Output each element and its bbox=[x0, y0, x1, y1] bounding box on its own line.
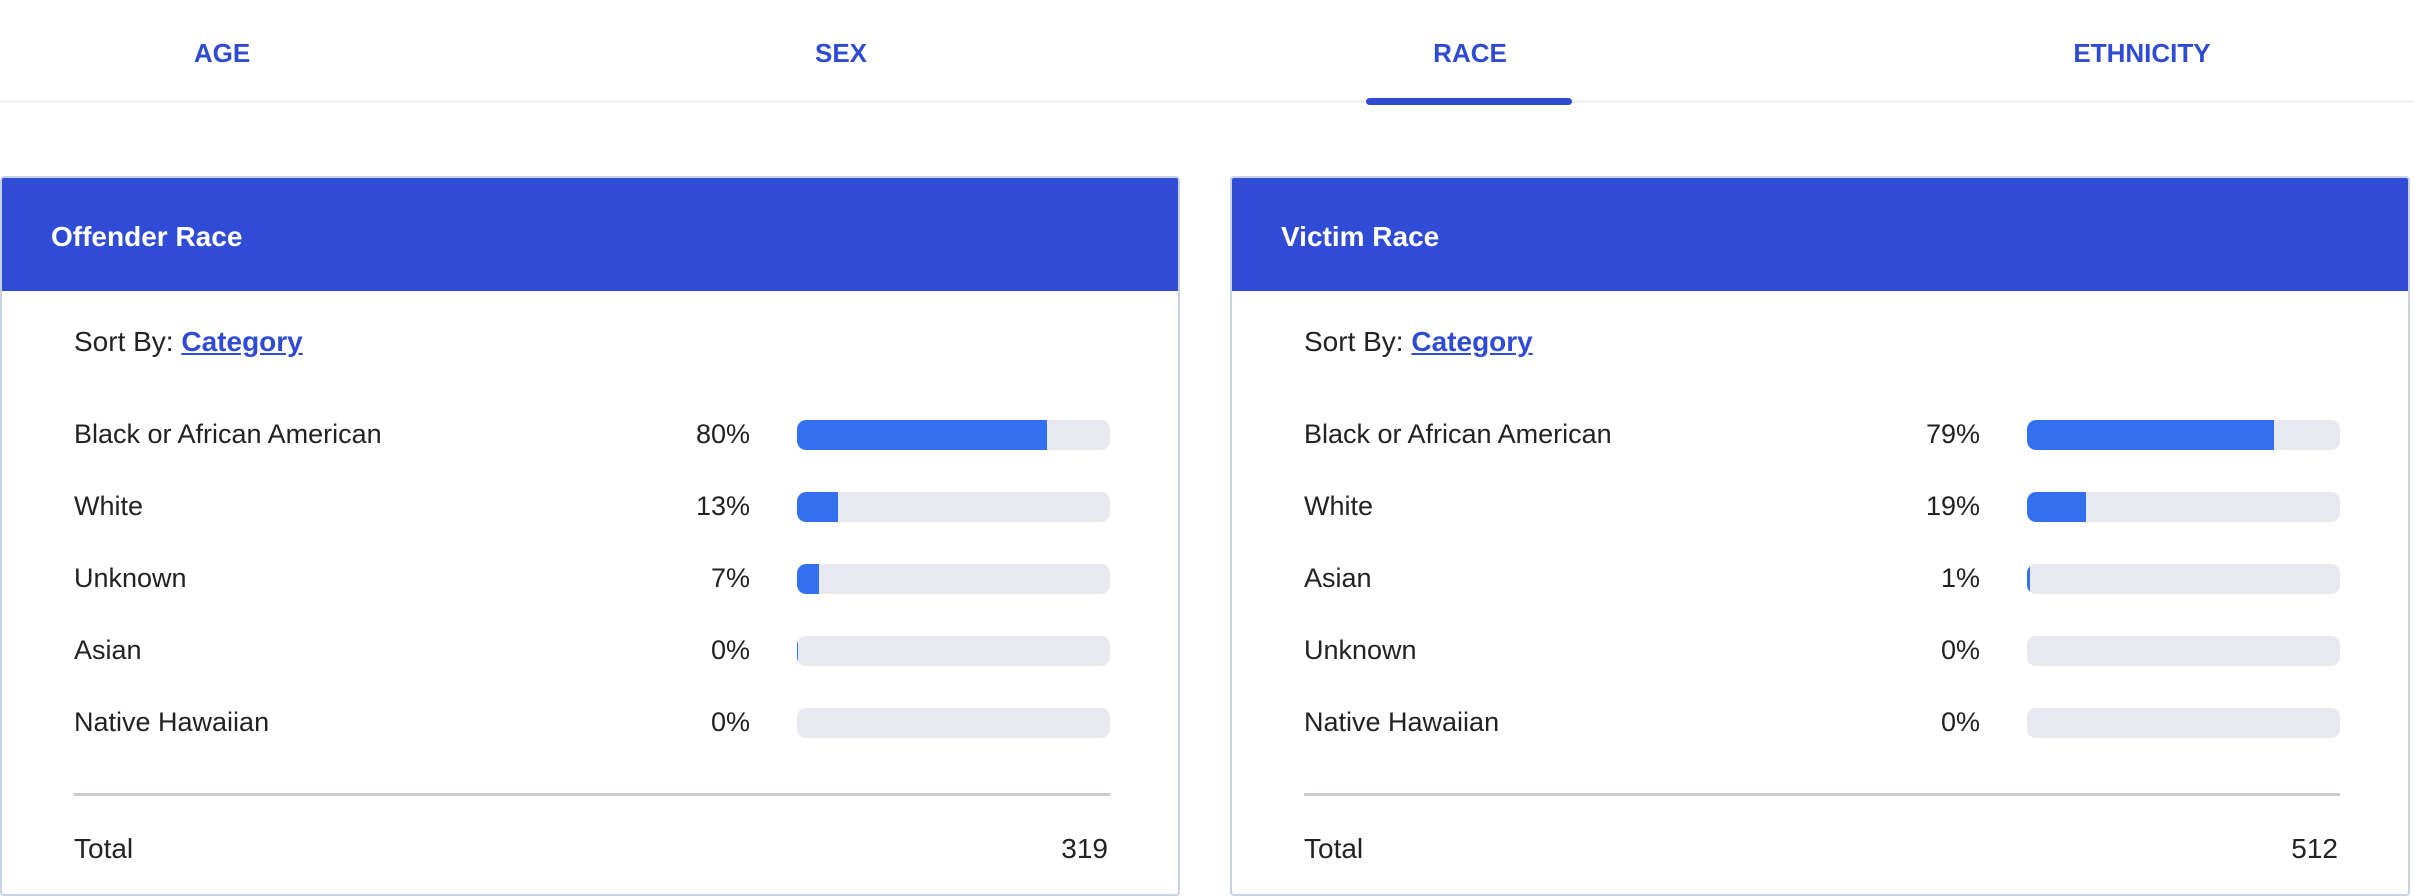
race-percent: 0% bbox=[1940, 635, 1980, 665]
race-percent: 13% bbox=[695, 491, 750, 521]
sort-by-category-link[interactable]: Category bbox=[1411, 326, 1533, 357]
sort-by: Sort By: Category bbox=[74, 326, 303, 358]
list-item: Unknown 0% bbox=[1304, 631, 2340, 671]
race-percent: 19% bbox=[1925, 491, 1980, 521]
list-item: Black or African American 79% bbox=[1304, 415, 2340, 455]
race-label: Unknown bbox=[74, 563, 187, 593]
progress-fill bbox=[2027, 492, 2087, 522]
sort-by-label: Sort By: bbox=[1304, 326, 1404, 357]
race-label: Native Hawaiian bbox=[1304, 707, 1500, 737]
list-item: White 19% bbox=[1304, 487, 2340, 527]
list-item: Native Hawaiian 0% bbox=[1304, 703, 2340, 743]
progress-bar bbox=[2027, 708, 2340, 738]
progress-fill bbox=[797, 492, 838, 522]
sort-by: Sort By: Category bbox=[1304, 326, 1533, 358]
sort-by-label: Sort By: bbox=[74, 326, 174, 357]
card-title: Offender Race bbox=[2, 178, 1178, 291]
progress-fill bbox=[797, 420, 1048, 450]
sort-by-category-link[interactable]: Category bbox=[181, 326, 303, 357]
progress-bar bbox=[2027, 636, 2340, 666]
tab-age[interactable]: AGE bbox=[193, 38, 251, 68]
progress-bar bbox=[797, 564, 1110, 594]
tab-race[interactable]: RACE bbox=[1433, 38, 1507, 68]
list-item: White 13% bbox=[74, 487, 1110, 527]
race-percent: 0% bbox=[710, 707, 750, 737]
active-tab-indicator bbox=[1366, 98, 1572, 105]
tab-sex[interactable]: SEX bbox=[814, 38, 868, 68]
progress-bar bbox=[797, 492, 1110, 522]
victim-race-card: Victim Race Sort By: Category Black or A… bbox=[1230, 176, 2410, 896]
race-label: Black or African American bbox=[1304, 419, 1612, 449]
race-percent: 79% bbox=[1925, 419, 1980, 449]
offender-race-card: Offender Race Sort By: Category Black or… bbox=[0, 176, 1180, 896]
race-percent: 1% bbox=[1940, 563, 1980, 593]
list-item: Black or African American 80% bbox=[74, 415, 1110, 455]
progress-bar bbox=[2027, 492, 2340, 522]
race-label: Asian bbox=[1304, 563, 1372, 593]
total-value: 319 bbox=[1061, 833, 1108, 864]
race-label: Native Hawaiian bbox=[74, 707, 270, 737]
divider bbox=[74, 793, 1110, 796]
progress-bar bbox=[2027, 564, 2340, 594]
progress-fill bbox=[797, 636, 799, 666]
progress-fill bbox=[2027, 564, 2031, 594]
divider bbox=[1304, 793, 2340, 796]
list-item: Native Hawaiian 0% bbox=[74, 703, 1110, 743]
progress-fill bbox=[2027, 420, 2275, 450]
race-label: Black or African American bbox=[74, 419, 382, 449]
race-label: Unknown bbox=[1304, 635, 1417, 665]
race-percent: 0% bbox=[710, 635, 750, 665]
race-percent: 7% bbox=[710, 563, 750, 593]
progress-fill bbox=[797, 564, 819, 594]
progress-bar bbox=[797, 636, 1110, 666]
card-title: Victim Race bbox=[1232, 178, 2408, 291]
progress-bar bbox=[2027, 420, 2340, 450]
race-label: Asian bbox=[74, 635, 142, 665]
race-label: White bbox=[1304, 491, 1374, 521]
race-label: White bbox=[74, 491, 144, 521]
total-value: 512 bbox=[2291, 833, 2338, 864]
list-item: Asian 0% bbox=[74, 631, 1110, 671]
list-item: Asian 1% bbox=[1304, 559, 2340, 599]
total-label: Total bbox=[74, 833, 134, 864]
progress-bar bbox=[797, 420, 1110, 450]
tab-bar: AGE SEX RACE ETHNICITY bbox=[0, 0, 2414, 105]
total-label: Total bbox=[1304, 833, 1364, 864]
progress-bar bbox=[797, 708, 1110, 738]
list-item: Unknown 7% bbox=[74, 559, 1110, 599]
race-percent: 80% bbox=[695, 419, 750, 449]
race-percent: 0% bbox=[1940, 707, 1980, 737]
tab-ethnicity[interactable]: ETHNICITY bbox=[2073, 38, 2211, 68]
